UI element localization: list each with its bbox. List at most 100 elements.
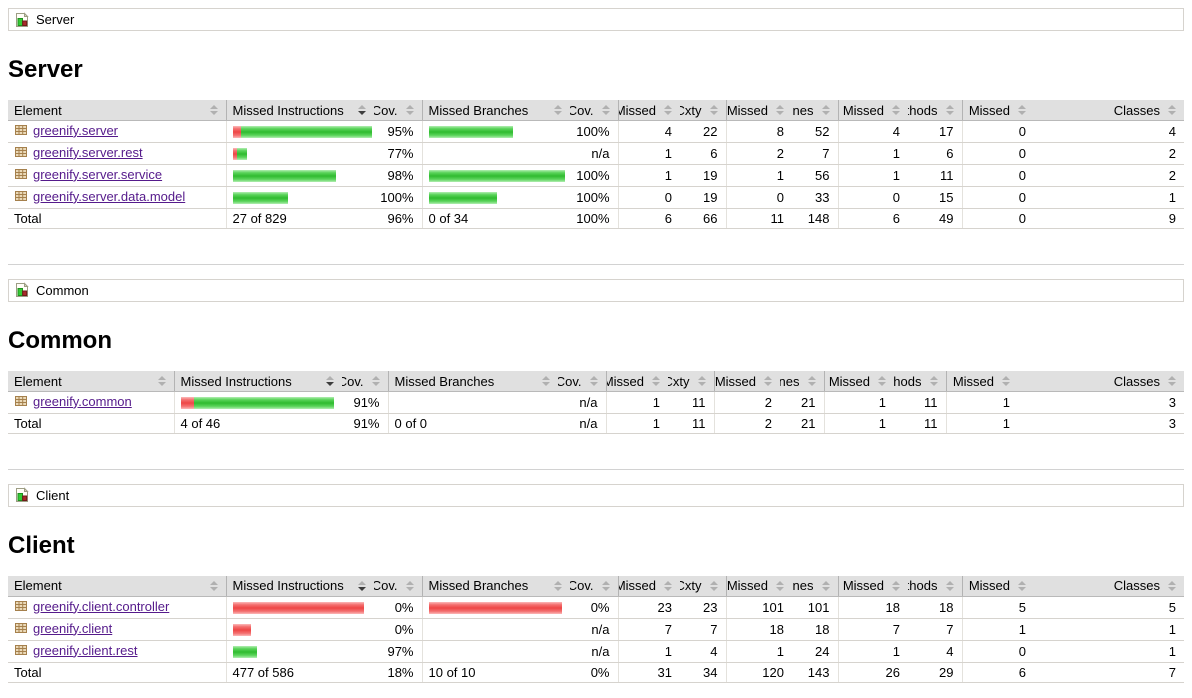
package-link[interactable]: greenify.server.data.model [33,188,186,204]
col-header-classes[interactable]: Classes [1018,371,1184,392]
classes: 3 [1018,391,1184,414]
table-row: greenify.client.controller 0% 0% 23 23 1… [8,596,1184,619]
branches-bar [421,640,570,663]
total-instructions-coverage: 96% [374,208,422,229]
col-header-element[interactable]: Element [8,576,226,597]
package-icon [14,145,28,162]
table-row: greenify.client 0% n/a 7 7 18 18 7 7 1 1 [8,618,1184,641]
col-header-classes[interactable]: Classes [1034,576,1184,597]
missed-cxty: 4 [617,120,680,143]
sort-icon [776,105,784,116]
total-instructions: 4 of 46 [173,413,342,434]
col-header-missed-lines[interactable]: Missed [713,371,780,392]
sort-icon [157,376,166,387]
col-header-lines[interactable]: Lines [780,371,824,392]
total-branches-coverage: 0% [570,662,618,683]
total-cxty: 66 [680,208,726,229]
col-header-missed-branches[interactable]: Missed Branches [421,100,570,121]
col-header-branches-cov[interactable]: Cov. [570,100,618,121]
methods: 7 [908,618,962,641]
total-branches: 0 of 0 [387,413,558,434]
col-header-missed-lines[interactable]: Missed [725,576,792,597]
col-header-element[interactable]: Element [8,371,174,392]
branches-covered-bar [428,170,565,183]
package-link[interactable]: greenify.client.rest [33,642,138,658]
col-header-lines[interactable]: Lines [792,100,838,121]
col-header-missed-instructions[interactable]: Missed Instructions [225,576,374,597]
page-title: Common [8,326,112,354]
col-header-methods[interactable]: Methods [908,100,962,121]
col-header-element[interactable]: Element [8,100,226,121]
branches-coverage: n/a [558,391,606,414]
instructions-coverage: 0% [374,618,422,641]
lines: 18 [792,618,838,641]
missed-lines: 18 [725,618,792,641]
cxty: 19 [680,186,726,209]
lines: 33 [792,186,838,209]
sort-icon [776,580,784,591]
total-missed-classes: 6 [961,662,1034,683]
col-header-missed-cxty[interactable]: Missed [617,576,680,597]
col-header-instructions-cov[interactable]: Cov. [342,371,388,392]
breadcrumb-label: Client [36,487,70,503]
table-header-row: Element Missed Instructions Cov. Missed … [8,576,1184,597]
total-branches-coverage: n/a [558,413,606,434]
branches-bar [421,142,570,165]
branches-coverage: 100% [570,186,618,209]
col-header-missed-branches[interactable]: Missed Branches [421,576,570,597]
total-classes: 7 [1034,662,1184,683]
col-header-lines[interactable]: Lines [792,576,838,597]
col-header-missed-instructions[interactable]: Missed Instructions [225,100,374,121]
table-header-row: Element Missed Instructions Cov. Missed … [8,371,1184,392]
package-link[interactable]: greenify.common [33,393,132,409]
col-header-methods[interactable]: Methods [908,576,962,597]
col-header-instructions-cov[interactable]: Cov. [374,100,422,121]
col-header-missed-instructions[interactable]: Missed Instructions [173,371,342,392]
sort-icon [209,105,218,116]
missed-classes: 0 [961,186,1034,209]
missed-lines: 1 [725,640,792,663]
col-header-cxty[interactable]: Cxty [680,576,726,597]
col-header-missed-methods[interactable]: Missed [837,100,908,121]
package-link[interactable]: greenify.server.rest [33,144,143,160]
instructions-missed-bar [180,397,194,410]
lines: 21 [780,391,824,414]
package-link[interactable]: greenify.client [33,620,113,636]
col-header-missed-classes[interactable]: Missed [945,371,1018,392]
missed-methods: 18 [837,596,908,619]
table-total-row: Total 477 of 586 18% 10 of 10 0% 31 34 1… [8,662,1184,683]
col-header-cxty[interactable]: Cxty [680,100,726,121]
package-link[interactable]: greenify.client.controller [33,598,170,614]
breadcrumb-label: Server [36,12,75,27]
package-link[interactable]: greenify.server.service [33,166,163,182]
sort-icon [1002,376,1010,387]
col-header-missed-lines[interactable]: Missed [725,100,792,121]
col-header-branches-cov[interactable]: Cov. [558,371,606,392]
total-missed-methods: 1 [823,413,894,434]
instructions-bar [225,142,374,165]
col-header-missed-cxty[interactable]: Missed [605,371,668,392]
col-header-instructions-cov[interactable]: Cov. [374,576,422,597]
col-header-methods[interactable]: Methods [894,371,946,392]
col-header-missed-classes[interactable]: Missed [961,100,1034,121]
sort-icon [601,105,610,116]
col-header-missed-cxty[interactable]: Missed [617,100,680,121]
sort-icon [764,376,772,387]
col-header-classes[interactable]: Classes [1034,100,1184,121]
total-lines: 148 [792,208,838,229]
col-header-cxty[interactable]: Cxty [668,371,714,392]
sort-icon [945,105,954,116]
col-header-missed-methods[interactable]: Missed [823,371,894,392]
classes: 1 [1034,618,1184,641]
col-header-missed-branches[interactable]: Missed Branches [387,371,558,392]
branches-bar [421,186,570,209]
sort-icon [697,376,706,387]
package-link[interactable]: greenify.server [33,122,119,138]
total-cxty: 34 [680,662,726,683]
col-header-missed-methods[interactable]: Missed [837,576,908,597]
col-header-missed-classes[interactable]: Missed [961,576,1034,597]
cxty: 22 [680,120,726,143]
classes: 2 [1034,164,1184,187]
col-header-branches-cov[interactable]: Cov. [570,576,618,597]
instructions-bar [225,164,374,187]
